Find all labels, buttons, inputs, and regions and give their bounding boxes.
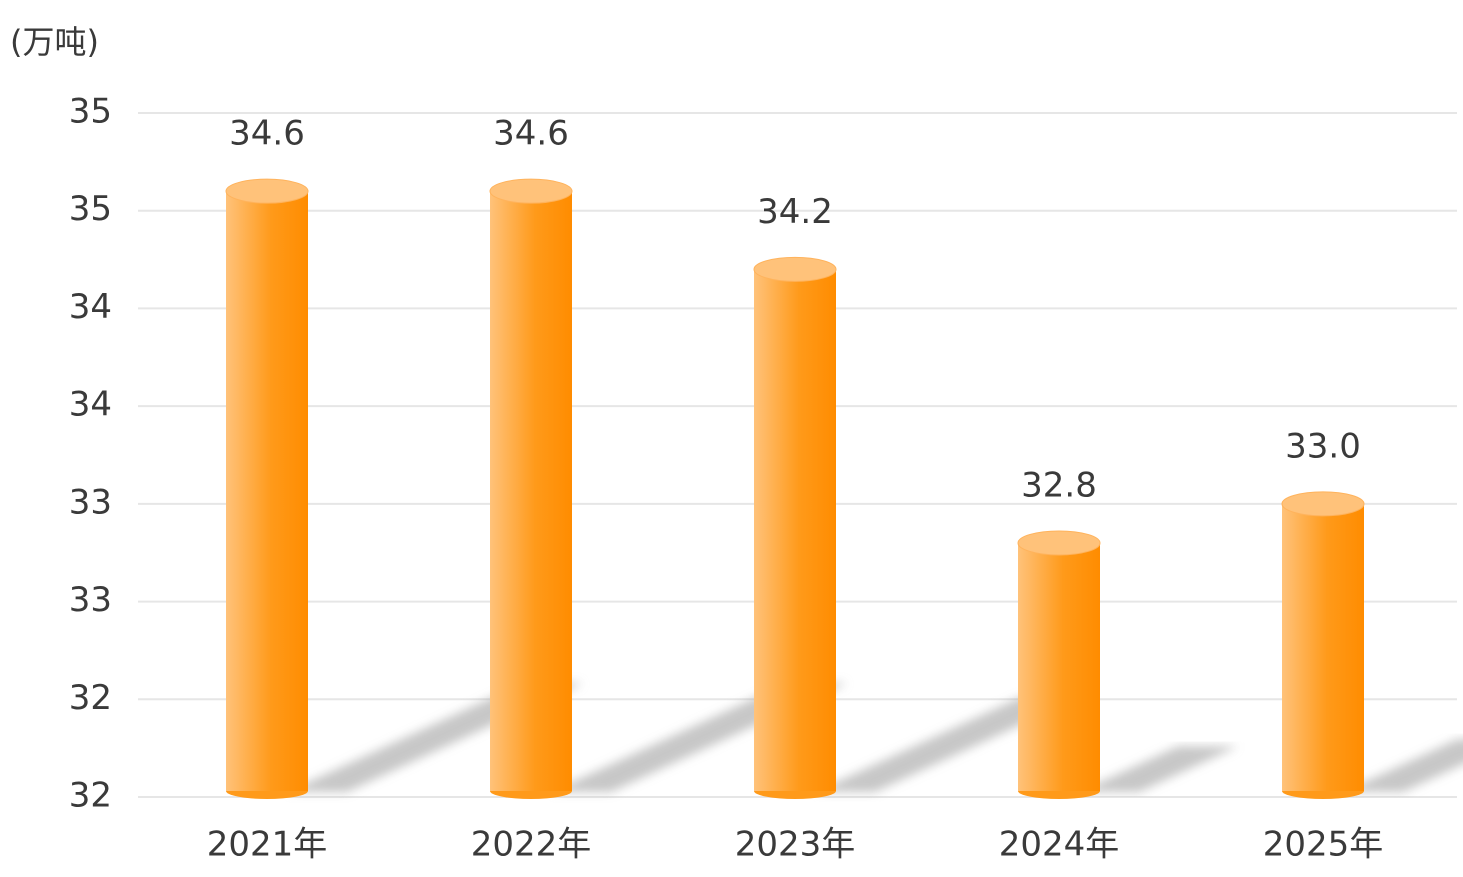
value-label: 33.0: [1285, 426, 1361, 466]
bar-shadow: [1343, 739, 1463, 792]
x-tick-label: 2022年: [471, 825, 592, 865]
y-tick-label: 34: [69, 287, 112, 327]
unit-label: (万吨): [10, 23, 99, 61]
y-tick-label: 32: [69, 678, 112, 718]
value-label: 34.6: [493, 114, 569, 154]
x-tick-label: 2023年: [735, 825, 856, 865]
bar: [490, 191, 572, 791]
bar-cap: [489, 178, 573, 204]
y-tick-label: 35: [69, 189, 112, 229]
bar: [754, 269, 836, 791]
bar: [226, 191, 308, 791]
y-tick-label: 35: [69, 92, 112, 132]
bar-shadow: [1079, 746, 1239, 792]
bar-cap: [1017, 530, 1101, 556]
value-label: 32.8: [1021, 465, 1097, 505]
y-tick-label: 32: [69, 776, 112, 816]
bar-shadow: [815, 697, 1081, 792]
value-label: 34.6: [229, 114, 305, 154]
bar-cap: [225, 178, 309, 204]
y-tick-label: 33: [69, 580, 112, 620]
x-tick-label: 2025年: [1263, 825, 1384, 865]
y-tick-label: 33: [69, 482, 112, 522]
x-tick-label: 2021年: [207, 825, 328, 865]
value-label: 34.2: [757, 192, 833, 232]
bar: [1282, 503, 1364, 791]
bar: [1018, 542, 1100, 791]
y-tick-label: 34: [69, 385, 112, 425]
bar-cap: [1281, 491, 1365, 517]
bar-cap: [753, 256, 837, 282]
x-tick-label: 2024年: [999, 825, 1120, 865]
